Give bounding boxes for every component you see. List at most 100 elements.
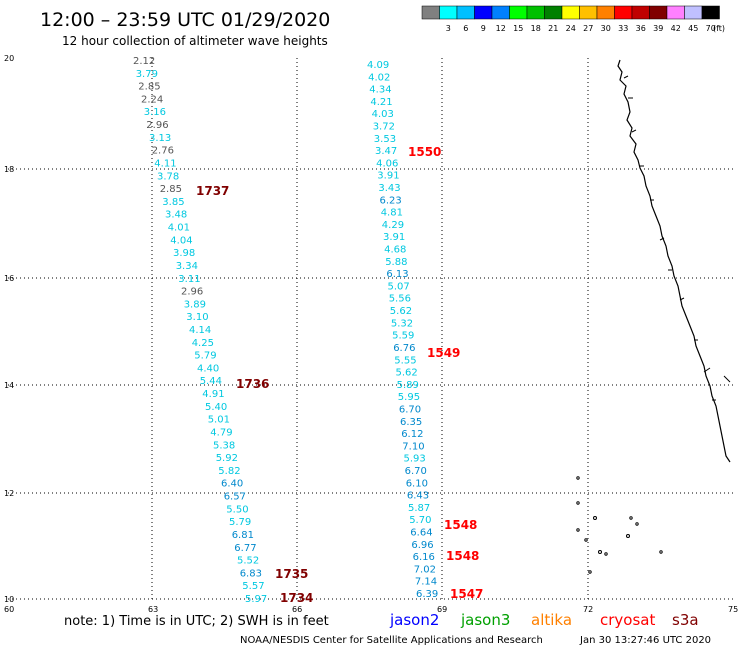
wave-height-value: 4.40	[197, 363, 219, 374]
wave-height-value: 5.32	[391, 318, 413, 329]
wave-height-value: 3.78	[157, 171, 179, 182]
wave-height-value: 2.76	[152, 146, 174, 157]
wave-height-value: 6.70	[405, 466, 427, 477]
wave-height-value: 5.88	[385, 257, 407, 268]
color-scale-label: 42	[671, 24, 681, 33]
time-label-1550: 1550	[408, 145, 441, 159]
wave-height-value: 6.12	[401, 429, 423, 440]
wave-height-value: 5.93	[404, 454, 426, 465]
lon-label-60: 60	[4, 605, 14, 614]
wave-height-value: 3.89	[184, 299, 206, 310]
wave-height-value: 5.44	[200, 376, 222, 387]
wave-height-value: 3.91	[383, 232, 405, 243]
coastline-details	[623, 75, 731, 401]
color-scale-label: 15	[513, 24, 523, 33]
wave-height-value: 3.10	[186, 312, 208, 323]
color-scale-swatch	[684, 5, 703, 20]
footer-note: note: 1) Time is in UTC; 2) SWH is in fe…	[64, 614, 329, 629]
wave-height-value: 3.98	[173, 248, 195, 259]
color-scale-label: 36	[636, 24, 646, 33]
jason3-pass-east: 4.094.02 4.344.214.03 3.723.533.474.06 3.91…	[367, 60, 438, 600]
time-label-1737: 1737	[196, 184, 229, 198]
wave-height-value: 4.04	[170, 235, 192, 246]
footer-timestamp: Jan 30 13:27:46 UTC 2020	[579, 635, 711, 646]
wave-height-value: 5.62	[390, 306, 412, 317]
wave-height-value: 6.13	[386, 269, 408, 280]
wave-height-value: 4.81	[381, 208, 403, 219]
wave-height-value: 5.89	[397, 380, 419, 391]
color-scale-swatch	[666, 5, 685, 20]
color-scale-label: 70	[706, 24, 716, 33]
wave-height-value: 5.57	[242, 581, 264, 592]
color-scale-swatch	[596, 5, 615, 20]
color-scale-swatch	[439, 5, 458, 20]
legend-cryosat: cryosat	[600, 611, 655, 629]
wave-height-value: 3.11	[178, 274, 200, 285]
color-scale-swatch	[649, 5, 668, 20]
wave-height-value: 5.70	[409, 515, 431, 526]
lon-label-72: 72	[583, 605, 593, 614]
wave-height-value: 4.02	[368, 72, 390, 83]
color-scale-legend: 3 6 9 12 15 18 21 24 27 30 33 36 39 42 45 70	[421, 5, 720, 33]
lon-label-66: 66	[292, 605, 302, 614]
wave-height-value: 5.38	[213, 440, 235, 451]
color-scale-label: 39	[653, 24, 663, 33]
wave-height-value: 5.79	[229, 517, 251, 528]
time-label-1736: 1736	[236, 377, 269, 391]
time-label-1548-b: 1548	[446, 549, 479, 563]
color-scale-swatch	[544, 5, 563, 20]
color-scale-swatch	[456, 5, 475, 20]
wave-height-value: 5.62	[396, 368, 418, 379]
wave-height-value: 2.24	[141, 94, 163, 105]
wave-height-value: 6.23	[380, 195, 402, 206]
wave-height-value: 2.12	[133, 56, 155, 67]
islands	[576, 476, 663, 574]
wave-height-value: 2.96	[146, 120, 168, 131]
wave-height-value: 4.01	[168, 223, 190, 234]
wave-height-value: 2.96	[181, 287, 203, 298]
legend-altika: altika	[531, 611, 572, 629]
wave-height-value: 4.21	[370, 97, 392, 108]
wave-height-value: 6.10	[406, 478, 428, 489]
color-scale-label: 9	[481, 24, 486, 33]
wave-height-value: 5.01	[208, 415, 230, 426]
color-scale-label: 27	[583, 24, 593, 33]
legend-jason3: jason3	[460, 611, 510, 629]
wave-height-value: 6.35	[400, 417, 422, 428]
time-label-1735: 1735	[275, 567, 308, 581]
wave-height-value: 5.59	[392, 331, 414, 342]
lat-lon-grid	[8, 58, 734, 600]
wave-height-value: 5.50	[226, 504, 248, 515]
color-scale-label: 18	[531, 24, 541, 33]
time-label-1547: 1547	[450, 587, 483, 601]
color-scale-swatch	[421, 5, 440, 20]
wave-height-value: 5.40	[205, 402, 227, 413]
wave-height-value: 5.97	[245, 594, 267, 605]
color-scale-swatch	[491, 5, 510, 20]
lon-label-69: 69	[437, 605, 447, 614]
lat-label-20: 20	[4, 54, 14, 63]
wave-height-value: 5.87	[408, 503, 430, 514]
legend-s3a: s3a	[672, 611, 699, 629]
wave-height-value: 3.43	[378, 183, 400, 194]
time-label-1549: 1549	[427, 346, 460, 360]
lat-label-12: 12	[4, 489, 14, 498]
wave-height-value: 5.95	[398, 392, 420, 403]
wave-height-value: 5.92	[216, 453, 238, 464]
color-scale-unit: (ft)	[713, 24, 725, 33]
color-scale-swatch	[614, 5, 633, 20]
wave-height-value: 6.16	[413, 552, 435, 563]
wave-height-value: 5.52	[237, 556, 259, 567]
wave-height-value: 6.64	[410, 528, 432, 539]
wave-height-value: 4.25	[192, 338, 214, 349]
map-subtitle: 12 hour collection of altimeter wave hei…	[62, 34, 328, 48]
color-scale-swatch	[526, 5, 545, 20]
wave-height-value: 2.85	[138, 82, 160, 93]
footer-credit: NOAA/NESDIS Center for Satellite Applica…	[240, 635, 543, 646]
color-scale-swatch	[561, 5, 580, 20]
lat-label-10: 10	[4, 595, 14, 604]
color-scale-swatch	[631, 5, 650, 20]
wave-height-value: 6.43	[407, 491, 429, 502]
lon-label-63: 63	[148, 605, 158, 614]
